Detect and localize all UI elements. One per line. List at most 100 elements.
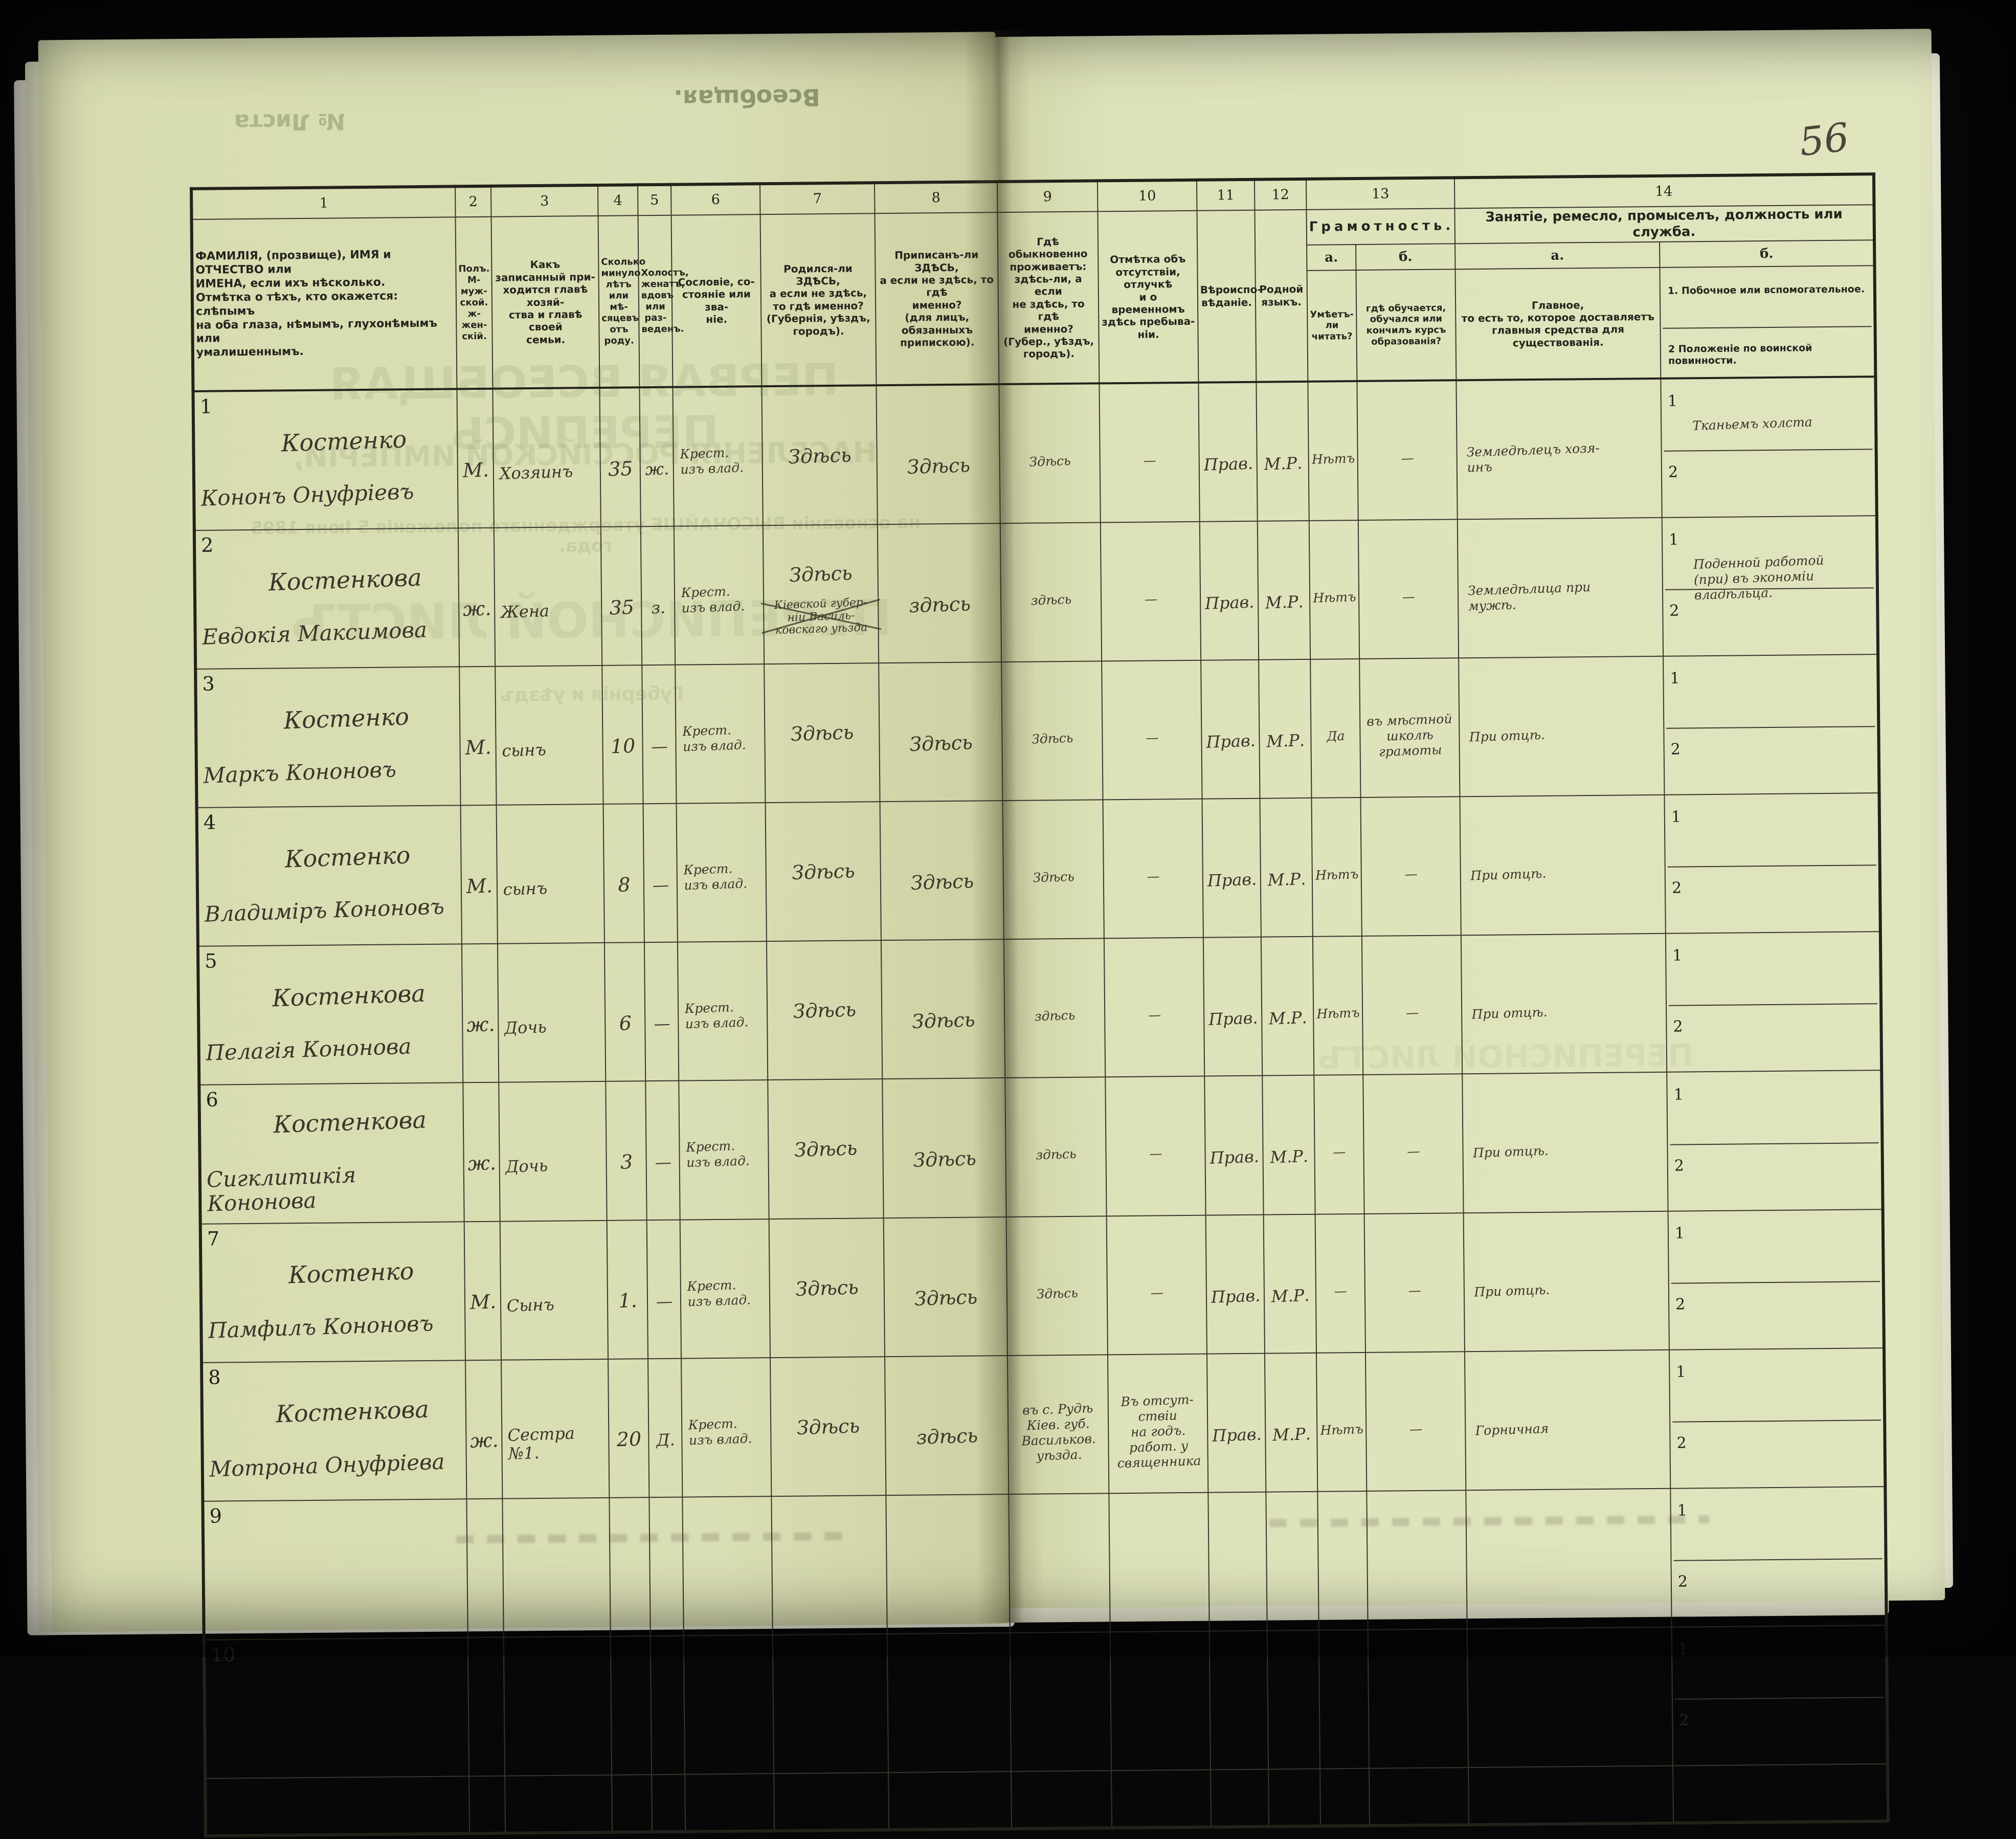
- cell-side-occupation: 1 2: [1664, 793, 1880, 934]
- side-occupation-band-1: 1 Тканьемъ холста: [1663, 388, 1873, 452]
- header-relation: Какъ записанный при- ходится главѣ хозяй…: [491, 215, 600, 389]
- cell-side-occupation: 1 2: [1667, 1070, 1883, 1211]
- header-occupation-group: Занятіе, ремесло, промыселъ, должность и…: [1454, 205, 1875, 244]
- cell-side-occupation: 1 2: [1668, 1209, 1884, 1350]
- header-side-occupation-1: 1. Побочное или вспомогательное.: [1667, 283, 1865, 297]
- cell-sex: [467, 1637, 505, 1777]
- header-registration: Приписанъ-ли ЗДѢСЬ, а если не здѣсь, то …: [875, 212, 999, 386]
- cell-absence: —: [1104, 938, 1205, 1077]
- header-estate: Сословіе, со- стояніе или зва- ніе.: [671, 214, 762, 388]
- census-table-body: 1 Костенко Кононъ Онуфріевъ М. Хозяинъ 3…: [193, 376, 1888, 1779]
- header-age: Сколько минуло лѣтъ или мѣ- сяцевъ отъ р…: [598, 215, 645, 388]
- cell-can-read: Нѣтъ: [1309, 520, 1360, 660]
- surname-handwriting: Костенкова: [272, 979, 426, 1012]
- cell-religion: Прав.: [1203, 937, 1263, 1077]
- col-num-13: 13: [1306, 178, 1455, 210]
- side-occupation-band-2: 2: [1672, 1430, 1881, 1477]
- cell-side-occupation: 1 Поденной работой (при) въ экономіи вла…: [1662, 516, 1878, 657]
- cell-age: 6: [604, 942, 646, 1082]
- cell-can-read: [1317, 1491, 1368, 1630]
- cell-main-occupation: [1466, 1488, 1672, 1629]
- cell-education: въ мѣстной школѣ грамоты: [1359, 658, 1460, 798]
- surname-handwriting: Костенко: [280, 425, 407, 457]
- cell-absence: —: [1106, 1215, 1207, 1355]
- cell-marital: ж.: [639, 387, 674, 527]
- cell-sex: ж.: [461, 944, 499, 1083]
- surname-handwriting: Костенкова: [273, 1105, 427, 1139]
- side-occupation-band-1: 1 Поденной работой (при) въ экономіи вла…: [1664, 527, 1874, 603]
- cell-birthplace: Здѣсь: [761, 385, 878, 526]
- cell-name: 8 Костенкова Мотрона Онуфріева: [201, 1360, 467, 1501]
- cell-language: М.Р.: [1257, 521, 1311, 660]
- cell-education: [1367, 1490, 1467, 1630]
- cell-registration: здѣсь: [885, 1356, 1009, 1496]
- printed-sub-label-2: 2: [1677, 1572, 1688, 1591]
- crossed-out-note: Кіевской губер- ніи Василь- ковскаго уѣз…: [766, 593, 877, 637]
- side-occupation-band-2: 2: [1670, 1153, 1879, 1200]
- cell-age: [609, 1497, 651, 1636]
- census-table: 1 2 3 4 5 6 7 8 9 10 11 12 13 14 ФАМИЛІЯ…: [189, 172, 1890, 1837]
- cell-age: 10: [602, 665, 643, 805]
- table-row: 1 Костенко Кононъ Онуфріевъ М. Хозяинъ 3…: [193, 376, 1877, 531]
- photo-scene: Всеобщая. № Листа ПЕРВАЯ ВСЕОБЩАЯ ПЕРЕПИ…: [0, 0, 2016, 1657]
- cell-can-read: Нѣтъ: [1312, 936, 1363, 1076]
- side-occupation-band-1: 1: [1667, 804, 1876, 868]
- surname-handwriting: Костенко: [283, 702, 410, 735]
- cell-education: —: [1364, 1213, 1465, 1353]
- cell-side-occupation: 1 2: [1670, 1487, 1887, 1627]
- printed-sub-label-2: 2: [1669, 602, 1679, 621]
- literacy-a-label: а.: [1307, 245, 1356, 271]
- cell-residence: [1010, 1632, 1112, 1772]
- cell-absence: Въ отсут- ствіи на годъ. работ. у священ…: [1107, 1354, 1208, 1494]
- cell-main-occupation: При отцѣ.: [1459, 656, 1665, 797]
- literacy-b-label: б.: [1356, 243, 1455, 271]
- cell-relation: [503, 1636, 612, 1776]
- table-row: 6 Костенкова Сигклитикія Кононова ж. Доч…: [199, 1070, 1883, 1224]
- cell-absence: —: [1102, 660, 1202, 800]
- cell-religion: Прав.: [1205, 1214, 1265, 1354]
- cell-marital: [650, 1635, 685, 1775]
- row-number: 4: [203, 811, 216, 834]
- cell-education: —: [1361, 935, 1463, 1075]
- cell-estate: Крест. изъ влад.: [680, 1219, 771, 1359]
- cell-absence: [1110, 1631, 1211, 1771]
- side-occupation-band-1: 1: [1668, 943, 1878, 1007]
- cell-sex: ж.: [458, 528, 496, 667]
- cell-sex: М.: [459, 667, 497, 806]
- cell-residence: Здѣсь: [1006, 1216, 1108, 1356]
- printed-sub-label-1: 1: [1672, 946, 1683, 965]
- cell-can-read: [1318, 1629, 1370, 1769]
- col-num-6: 6: [670, 184, 760, 215]
- bleedthrough-text: № Листа: [234, 108, 346, 136]
- cell-residence: въ с. Рудѣ Кіев. губ. Васильков. уѣзда.: [1007, 1355, 1109, 1495]
- cell-marital: —: [645, 1081, 680, 1221]
- table-row: 10 1 2: [204, 1625, 1888, 1779]
- col-num-1: 1: [191, 186, 456, 219]
- cell-marital: —: [646, 1220, 682, 1359]
- cell-education: —: [1363, 1074, 1464, 1214]
- cell-religion: Прав.: [1201, 660, 1260, 800]
- given-name-handwriting: Владиміръ Кононовъ: [204, 894, 445, 927]
- cell-can-read: —: [1315, 1213, 1365, 1353]
- cell-estate: Крест. изъ влад.: [681, 1358, 772, 1497]
- cell-can-read: —: [1314, 1075, 1364, 1214]
- given-name-handwriting: Пелагія Кононова: [205, 1033, 412, 1066]
- cell-estate: [682, 1496, 773, 1636]
- cell-language: М.Р.: [1262, 1075, 1315, 1215]
- cell-relation: сынъ: [496, 804, 604, 944]
- cell-name: 1 Костенко Кононъ Онуфріевъ: [193, 389, 458, 531]
- side-occupation-band-2: 2: [1675, 1708, 1884, 1755]
- cell-registration: здѣсь: [877, 523, 1002, 663]
- cell-estate: Крест. изъ влад.: [673, 386, 763, 527]
- header-can-read: Умѣетъ- ли читать?: [1307, 270, 1357, 382]
- cell-residence: здѣсь: [1000, 522, 1102, 662]
- col-num-11: 11: [1196, 179, 1255, 211]
- cell-estate: Крест. изъ влад.: [679, 1080, 769, 1220]
- cell-main-occupation: [1467, 1627, 1673, 1768]
- cell-religion: Прав.: [1202, 799, 1261, 938]
- cell-main-occupation: Горничная: [1464, 1349, 1671, 1491]
- cell-relation: Жена: [494, 527, 602, 667]
- cell-absence: —: [1103, 799, 1203, 939]
- col-num-10: 10: [1097, 180, 1197, 212]
- cell-language: М.Р.: [1259, 659, 1312, 799]
